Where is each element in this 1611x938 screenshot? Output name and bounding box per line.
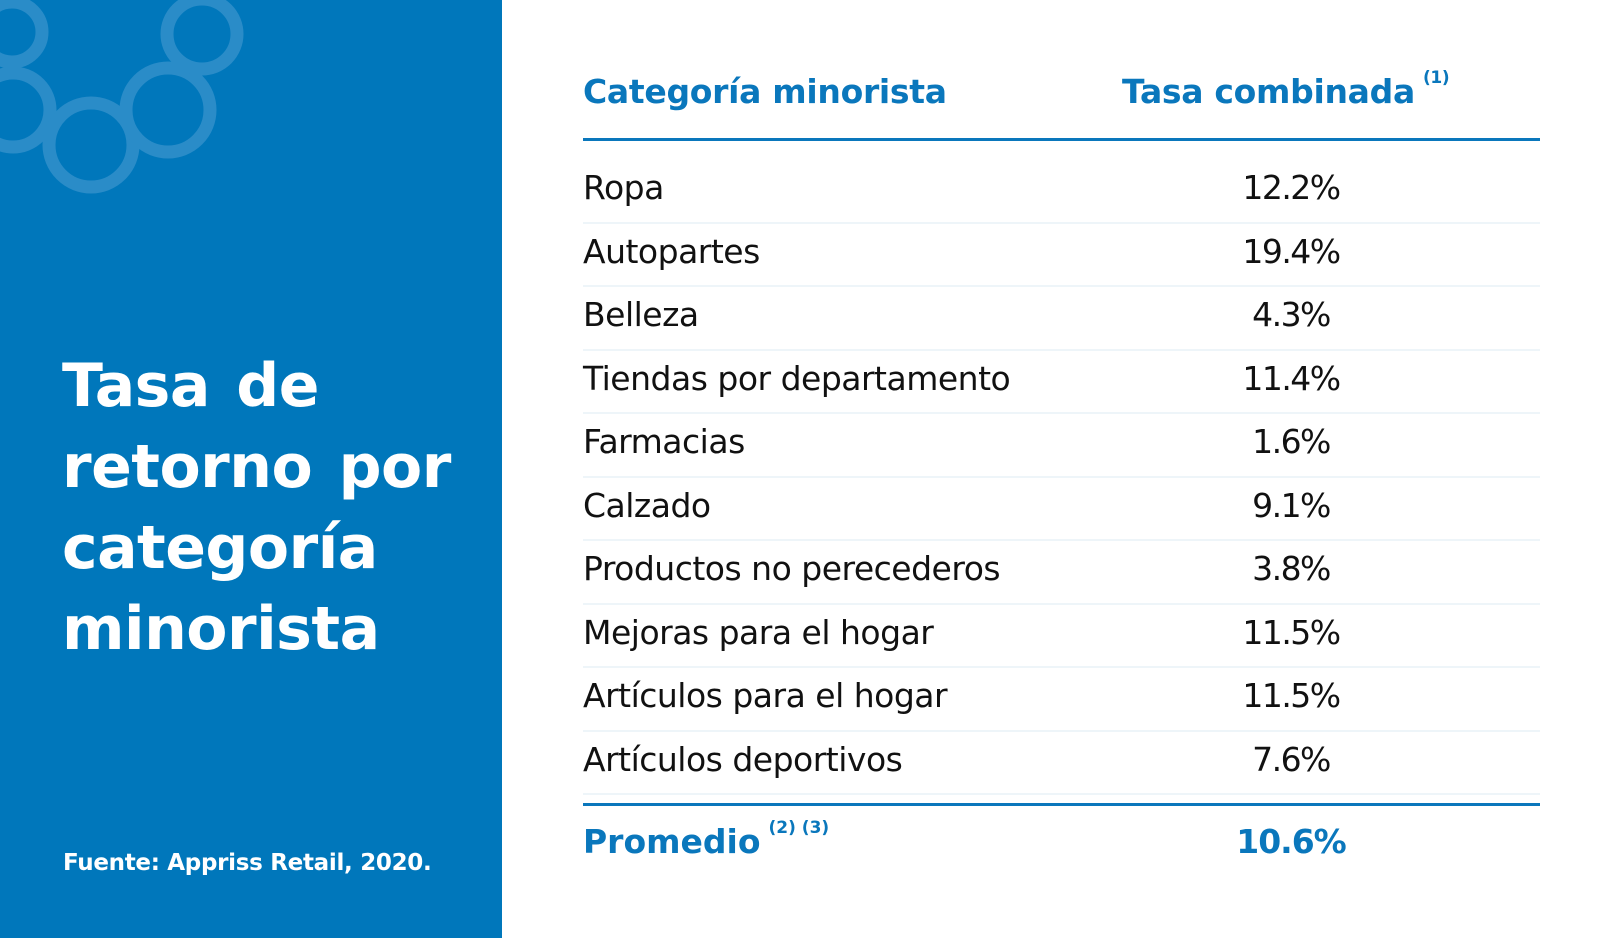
table-row: Artículos para el hogar 11.5% <box>583 668 1540 732</box>
footer-divider <box>583 803 1540 806</box>
row-category: Artículos deportivos <box>583 739 903 779</box>
table-row: Mejoras para el hogar 11.5% <box>583 605 1540 668</box>
row-rate: 11.5% <box>1242 612 1341 652</box>
table-row: Artículos deportivos 7.6% <box>583 732 1540 795</box>
header-category-label: Categoría minorista <box>583 72 947 111</box>
row-rate: 7.6% <box>1252 739 1331 779</box>
row-rate: 9.1% <box>1252 485 1331 525</box>
row-category: Ropa <box>583 168 664 207</box>
source-note: Fuente: Appriss Retail, 2020. <box>63 850 432 876</box>
row-rate: 1.6% <box>1252 422 1331 461</box>
row-category: Mejoras para el hogar <box>583 612 934 652</box>
table-row: Belleza 4.3% <box>583 287 1540 351</box>
header-divider <box>583 138 1540 141</box>
table-row: Farmacias 1.6% <box>583 414 1540 478</box>
page-title: Tasa de retorno por categoría minorista <box>62 351 451 664</box>
header-rate-label: Tasa combinada <box>1122 72 1415 111</box>
row-rate: 3.8% <box>1252 549 1331 588</box>
row-rate: 11.4% <box>1242 358 1341 398</box>
average-label: Promedio (2) (3) <box>583 818 829 861</box>
table-row: Tiendas por departamento 11.4% <box>583 351 1540 414</box>
row-category: Artículos para el hogar <box>583 676 948 715</box>
header-category: Categoría minorista <box>583 72 947 111</box>
row-rate: 4.3% <box>1252 295 1331 334</box>
table-row: Ropa 12.2% <box>583 160 1540 224</box>
row-category: Calzado <box>583 485 711 525</box>
table-row: Calzado 9.1% <box>583 478 1540 541</box>
footnote-markers: (2) (3) <box>768 818 830 838</box>
header-rate: Tasa combinada (1) <box>1122 68 1450 111</box>
row-rate: 11.5% <box>1242 676 1341 715</box>
average-value: 10.6% <box>1236 822 1347 861</box>
row-category: Productos no perecederos <box>583 549 1001 588</box>
table-row: Autopartes 19.4% <box>583 224 1540 287</box>
row-rate: 19.4% <box>1242 231 1341 271</box>
row-category: Belleza <box>583 295 699 334</box>
row-category: Tiendas por departamento <box>583 358 1011 398</box>
row-category: Farmacias <box>583 422 745 461</box>
decorative-rings-icon <box>0 0 244 194</box>
footnote-marker: (1) <box>1422 68 1450 88</box>
row-rate: 12.2% <box>1242 168 1341 207</box>
row-category: Autopartes <box>583 231 760 271</box>
table-row: Productos no perecederos 3.8% <box>583 541 1540 605</box>
average-label-text: Promedio <box>583 822 761 861</box>
title-panel: Tasa de retorno por categoría minorista … <box>0 0 502 938</box>
